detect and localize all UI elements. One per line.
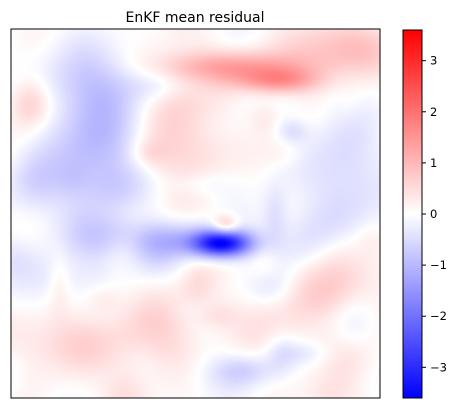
colorbar-tick-label: 3	[430, 54, 437, 68]
colorbar-tick-label: −2	[430, 309, 447, 323]
colorbar-tick-label: 0	[430, 207, 437, 221]
colorbar-tick-label: 2	[430, 105, 437, 119]
heatmap-image	[11, 29, 380, 398]
colorbar-ticks: 3 2 1 0 −1 −2 −3	[422, 54, 447, 374]
colorbar-gradient	[403, 30, 422, 398]
colorbar-tick-label: −1	[430, 258, 447, 272]
chart-title: EnKF mean residual	[125, 10, 264, 26]
colorbar-tick-label: 1	[430, 156, 437, 170]
heatmap-plot-area	[10, 28, 381, 399]
colorbar-tick-label: −3	[430, 360, 447, 374]
plot-frame	[10, 28, 381, 399]
colorbar: 3 2 1 0 −1 −2 −3	[402, 29, 447, 399]
